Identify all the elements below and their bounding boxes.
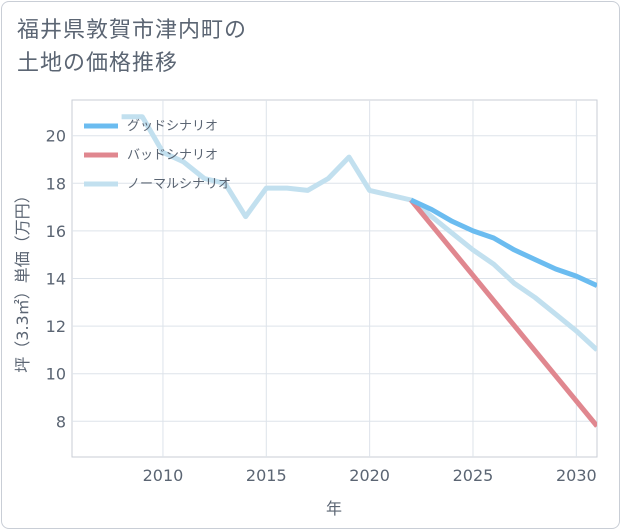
y-tick-label: 8 bbox=[56, 412, 66, 431]
x-tick-label: 2025 bbox=[453, 466, 494, 485]
y-tick-label: 18 bbox=[46, 174, 66, 193]
y-tick-label: 14 bbox=[46, 270, 66, 289]
y-tick-label: 16 bbox=[46, 222, 66, 241]
legend-label-2: ノーマルシナリオ bbox=[127, 177, 231, 192]
y-tick-label: 20 bbox=[46, 127, 66, 146]
x-tick-label: 2015 bbox=[246, 466, 287, 485]
series-line-1 bbox=[409, 198, 597, 428]
y-axis-title: 坪（3.3㎡）単価（万円） bbox=[13, 187, 32, 372]
legend-label-0: グッドシナリオ bbox=[127, 119, 218, 134]
y-tick-label: 12 bbox=[46, 317, 66, 336]
x-tick-label: 2010 bbox=[143, 466, 184, 485]
x-tick-label: 2030 bbox=[556, 466, 597, 485]
series-line-0 bbox=[409, 197, 597, 288]
x-tick-label: 2020 bbox=[349, 466, 390, 485]
series-line-2 bbox=[121, 114, 597, 352]
page-title: 福井県敦賀市津内町の 土地の価格推移 bbox=[17, 18, 248, 76]
legend-label-1: バッドシナリオ bbox=[127, 148, 218, 163]
y-tick-label: 10 bbox=[46, 365, 66, 384]
x-axis-title: 年 bbox=[326, 499, 342, 518]
